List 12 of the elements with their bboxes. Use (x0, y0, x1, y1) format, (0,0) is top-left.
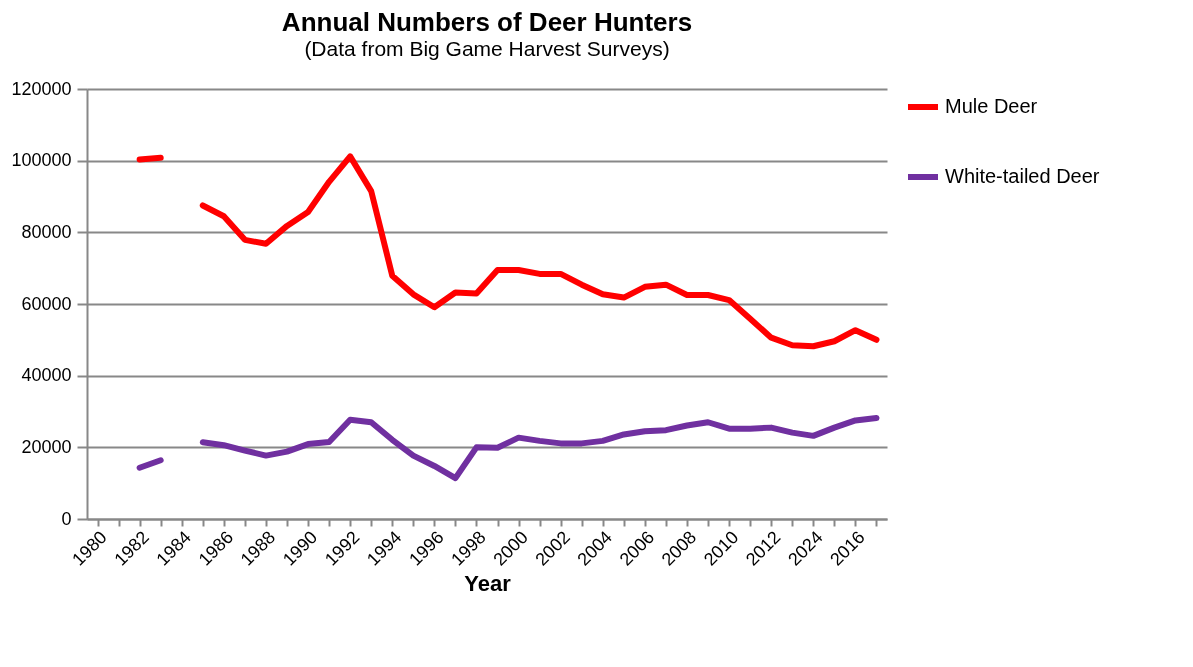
y-tick-label: 80000 (21, 221, 72, 242)
y-tick-label: 100000 (11, 150, 72, 171)
x-axis-title: Year (464, 570, 512, 596)
y-tick-label: 0 (61, 508, 72, 529)
y-tick-label: 120000 (11, 78, 72, 99)
y-tick-label: 40000 (21, 365, 72, 386)
legend-label: White-tailed Deer (945, 165, 1100, 187)
chart-subtitle: (Data from Big Game Harvest Surveys) (304, 37, 670, 60)
y-tick-label: 20000 (21, 436, 72, 457)
y-tick-label: 60000 (21, 293, 72, 314)
legend-label: Mule Deer (945, 95, 1038, 117)
chart-title: Annual Numbers of Deer Hunters (281, 7, 693, 37)
